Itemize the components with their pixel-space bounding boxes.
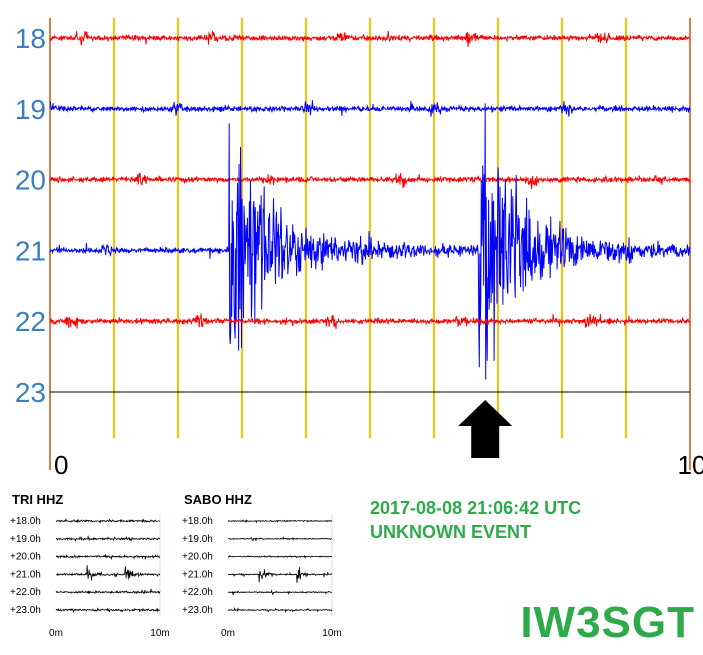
mini-plot-sabo: +18.0h +19.0h +20.0h +21.0h +22.0h +23.0h 0m 10… — [182, 514, 342, 639]
mini-x-tick-label: 0m — [49, 628, 63, 639]
hour-labels: 18 19 20 21 22 23 — [15, 23, 46, 408]
mini-title-tri: TRI HHZ — [12, 492, 64, 507]
mini-row-label: +23.0h — [10, 605, 41, 616]
x-tick-labels: 0 10 — [54, 450, 703, 480]
mini-x-tick-label: 10m — [150, 628, 169, 639]
hour-label-22: 22 — [15, 306, 46, 337]
mini-trace — [227, 606, 333, 614]
mini-trace — [55, 565, 161, 581]
seismic-traces — [49, 30, 691, 393]
event-datetime: 2017-08-08 21:06:42 UTC — [370, 498, 582, 518]
mini-row-label: +18.0h — [182, 516, 213, 527]
mini-row-label: +23.0h — [182, 605, 213, 616]
mini-trace — [55, 535, 161, 542]
x-tick-label-0: 0 — [54, 450, 68, 480]
mini-title-sabo: SABO HHZ — [184, 492, 252, 507]
mini-row-label: +19.0h — [182, 534, 213, 545]
x-tick-label-10: 10 — [678, 450, 703, 480]
trace-hour-22 — [49, 313, 691, 329]
mini-trace — [55, 588, 161, 595]
mini-x-tick-label: 10m — [322, 628, 341, 639]
mini-trace — [55, 553, 161, 561]
mini-trace — [227, 554, 333, 559]
minute-gridlines — [49, 18, 691, 470]
trace-hour-21 — [49, 103, 691, 380]
mini-row-label: +19.0h — [10, 534, 41, 545]
mini-row-label: +22.0h — [182, 587, 213, 598]
trace-hour-19 — [49, 100, 691, 117]
mini-trace — [55, 518, 161, 524]
hour-label-19: 19 — [15, 94, 46, 125]
event-arrow — [458, 400, 513, 458]
helicorder-plot: 18 19 20 21 22 23 0 10 — [15, 18, 703, 480]
hour-label-20: 20 — [15, 165, 46, 196]
mini-row-label: +18.0h — [10, 516, 41, 527]
mini-row-label: +21.0h — [10, 569, 41, 580]
mini-row-label: +20.0h — [10, 552, 41, 563]
mini-row-label: +20.0h — [182, 552, 213, 563]
event-info: 2017-08-08 21:06:42 UTC UNKNOWN EVENT — [370, 496, 581, 544]
hour-label-18: 18 — [15, 23, 46, 54]
station-callsign: IW3SGT — [520, 598, 695, 647]
mini-trace — [228, 567, 333, 583]
mini-helicorder-sabo: SABO HHZ +18.0h +19.0h +20.0h +21.0h +22.0h +… — [180, 490, 345, 650]
mini-trace — [55, 607, 161, 614]
hour-label-23: 23 — [15, 377, 46, 408]
mini-row-label: +21.0h — [182, 569, 213, 580]
mini-x-tick-label: 0m — [221, 628, 235, 639]
event-label: UNKNOWN EVENT — [370, 522, 531, 542]
trace-hour-20 — [49, 173, 691, 190]
mini-plot-tri: +18.0h +19.0h +20.0h +21.0h +22.0h +23.0h 0m 10… — [10, 514, 170, 639]
hour-label-21: 21 — [15, 235, 46, 266]
mini-trace — [227, 589, 333, 596]
mini-helicorder-tri: TRI HHZ +18.0h +19.0h +20.0h +21.0h +22.0h +2… — [8, 490, 173, 650]
trace-hour-18 — [49, 30, 691, 47]
mini-row-label: +22.0h — [10, 587, 41, 598]
mini-trace — [227, 536, 333, 542]
event-arrow-icon — [458, 400, 513, 458]
mini-trace — [227, 519, 333, 524]
